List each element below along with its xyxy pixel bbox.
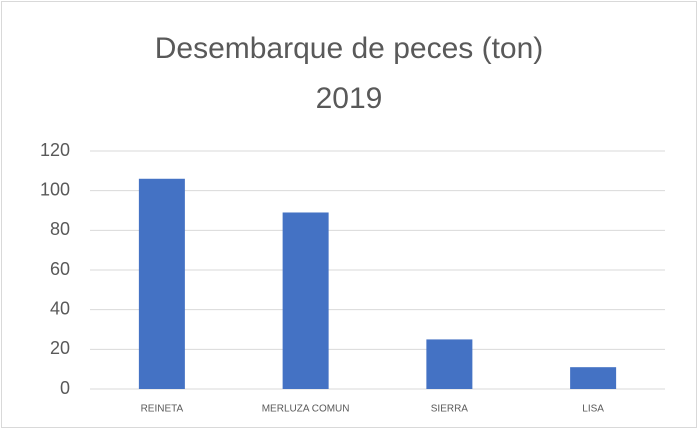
- x-tick-label: REINETA: [141, 404, 184, 415]
- bar: [282, 212, 329, 389]
- y-tick-label: 20: [50, 338, 70, 358]
- bar: [570, 367, 617, 389]
- x-tick-label: LISA: [582, 404, 604, 415]
- bar: [138, 178, 185, 389]
- x-tick-label: SIERRA: [431, 404, 469, 415]
- y-tick-label: 100: [40, 179, 70, 199]
- bar: [426, 339, 473, 389]
- x-tick-label: MERLUZA COMUN: [262, 404, 350, 415]
- chart-title: Desembarque de peces (ton) 2019: [154, 32, 544, 115]
- y-tick-label: 80: [50, 219, 70, 239]
- y-tick-label: 60: [50, 259, 70, 279]
- y-tick-label: 120: [40, 140, 70, 160]
- y-tick-label: 40: [50, 298, 70, 318]
- y-tick-label: 0: [60, 378, 70, 398]
